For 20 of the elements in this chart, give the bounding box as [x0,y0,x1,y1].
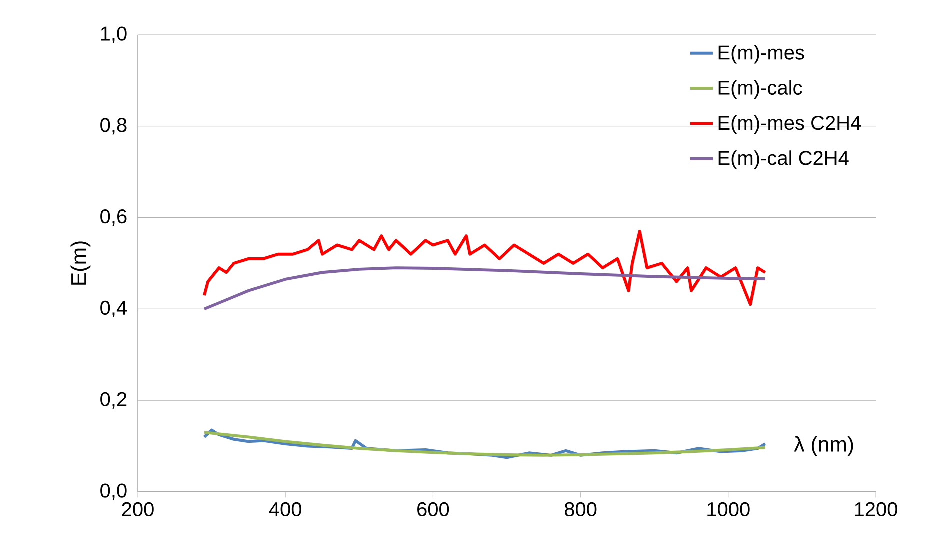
y-tick-label: 0,4 [100,300,128,318]
x-tick-label: 400 [269,502,302,517]
y-tick-label: 0,2 [100,392,127,409]
y-tick-label: 0,6 [100,210,127,226]
legend-label: E(m)-mes [718,45,804,64]
y-axis-title: E(m) [70,242,91,285]
legend-label: E(m)-mes C2H4 [718,115,862,134]
legend-label: E(m)-calc [718,80,802,99]
line-series [202,266,767,311]
x-axis-title: λ (nm) [794,436,854,456]
x-tick-label: 800 [564,502,597,517]
x-tick-label: 600 [418,502,450,517]
legend-label: E(m)-cal C2H4 [718,150,849,170]
x-tick-label: 1000 [708,502,750,517]
y-tick-label: 0,8 [100,118,127,135]
x-tick-label: 1200 [855,502,898,517]
y-tick-label: 0,0 [100,484,127,500]
x-tick-label: 200 [122,502,154,517]
line-series [202,230,767,306]
y-tick-label: 1,0 [101,26,127,44]
